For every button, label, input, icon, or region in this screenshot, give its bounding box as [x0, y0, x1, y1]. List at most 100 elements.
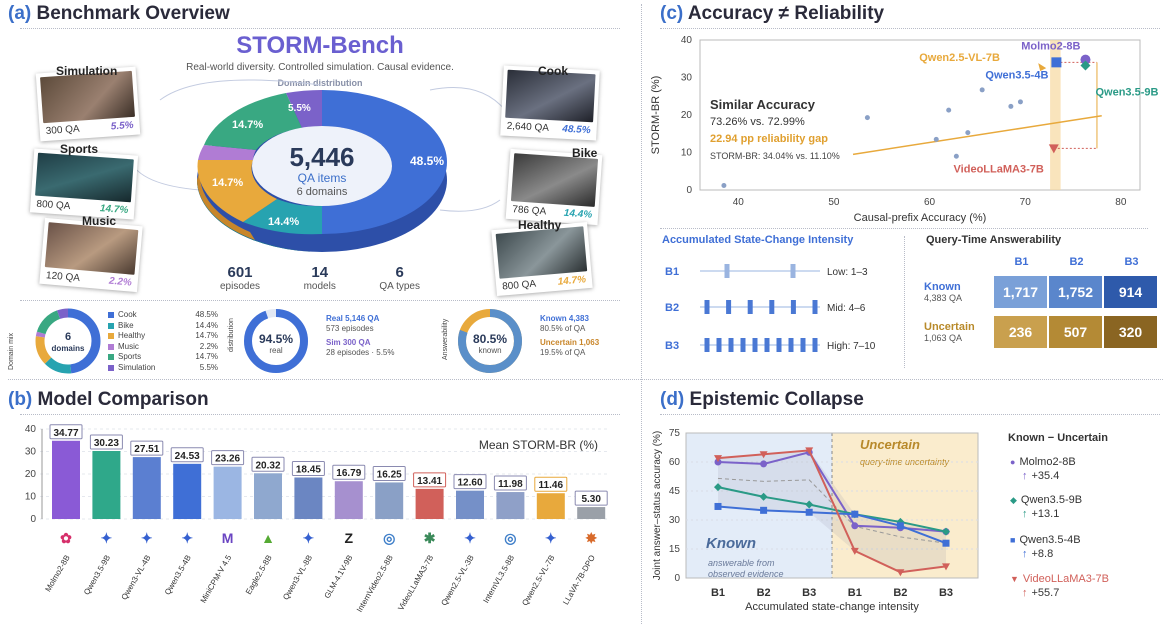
simulation-image — [40, 70, 136, 124]
legend-item: Simulation 5.5% — [108, 363, 218, 374]
change-tick — [704, 300, 710, 314]
legend-pct: 14.7% — [195, 352, 218, 361]
highlight-arrow — [1038, 63, 1047, 72]
category-label: Molmo2-8B — [43, 554, 71, 594]
donut-hole — [252, 126, 392, 206]
ans-row-label: Uncertain 1,063 QA — [924, 321, 994, 343]
panel-d-title-rule — [660, 414, 1160, 415]
model-logo-icon: ✦ — [464, 530, 476, 546]
answerability-legend: Known 4,383 80.5% of QA Uncertain 1,063 … — [540, 314, 599, 358]
value-label-box — [332, 464, 366, 480]
change-tick — [724, 264, 730, 278]
ans-cell: 914 — [1104, 276, 1157, 308]
value-label: 16.25 — [377, 469, 402, 480]
mini-side-domainmix: Domain mix — [8, 333, 15, 370]
legend-name: Simulation — [118, 362, 156, 372]
callout-vs: 73.26% vs. 72.99% — [710, 116, 805, 128]
legend-swatch — [108, 312, 114, 319]
stat-label: models — [303, 281, 336, 292]
mini-center2: real — [269, 346, 283, 355]
slice-sports — [204, 93, 302, 150]
series-marker — [714, 483, 722, 492]
model-logo-icon: ✦ — [101, 530, 113, 546]
highlight-label: Molmo2-8B — [1021, 41, 1080, 53]
bar-legend: Mean STORM-BR (%) — [479, 438, 598, 452]
card-pct: 48.5% — [562, 123, 591, 136]
model-logo-icon: ▲ — [261, 530, 275, 546]
bar — [577, 507, 606, 519]
ans-col-header: B1 — [1014, 256, 1029, 268]
bench-tagline: Real-world diversity. Controlled simulat… — [186, 62, 454, 73]
legend-item: Bike 14.4% — [108, 321, 218, 332]
x-tick-label: 40 — [733, 197, 745, 208]
series-marker — [942, 539, 950, 547]
bar — [132, 457, 161, 519]
series-line — [717, 505, 947, 545]
model-logo-icon: ✱ — [424, 530, 436, 546]
card-title-sports: Sports — [60, 142, 99, 156]
panel-c-title-text: Accuracy ≠ Reliability — [687, 3, 885, 24]
diff-model: ▼ VideoLLaMA3-7B — [1010, 573, 1160, 585]
intensity-row-label: B2 — [665, 302, 679, 314]
change-tick — [740, 338, 746, 352]
category-label: InternVL3.5-8B — [481, 554, 516, 605]
card-qa: 800 QA — [36, 198, 71, 213]
legend-swatch — [108, 343, 114, 350]
callout-sub: STORM-BR: 34.04% vs. 11.10% — [710, 151, 840, 161]
uncertain-region — [832, 433, 978, 578]
uncertain-region-label: Uncertain — [860, 437, 920, 452]
value-label-box — [574, 490, 608, 506]
y-tick-label: 0 — [30, 514, 36, 525]
series-marker — [851, 522, 859, 530]
y-tick-label: 10 — [25, 492, 37, 503]
stat-episodes: 601 episodes — [220, 264, 260, 292]
intensity-level-label: Mid: 4–6 — [827, 303, 866, 314]
bike-image — [510, 153, 599, 207]
mini-center1: 94.5% — [259, 332, 293, 346]
highlight-point — [1051, 57, 1062, 68]
legend-swatch — [108, 322, 114, 329]
mini-seg-sim — [35, 308, 101, 374]
intensity-row-label: B1 — [665, 266, 679, 278]
card-pct: 14.4% — [563, 207, 593, 221]
value-label: 11.98 — [498, 479, 523, 490]
diff-value: +8.8 — [1031, 548, 1054, 560]
card-qa: 786 QA — [511, 203, 547, 218]
scatter-point — [933, 136, 939, 142]
legend-item: Music 2.2% — [108, 342, 218, 353]
diff-marker-icon: ■ — [1010, 535, 1016, 545]
panel-b-title-rule — [20, 414, 620, 415]
legend-pct: 14.7% — [195, 331, 218, 340]
highlight-label: Qwen2.5-VL-7B — [919, 52, 1000, 64]
model-logo — [259, 529, 277, 547]
answerability-table: B1 B2 B3 Known 4,383 QA 1,717 1,752 914 Uncertai… — [924, 254, 1164, 348]
y-tick-label: 0 — [686, 185, 692, 196]
change-tick — [790, 300, 796, 314]
bar — [254, 473, 282, 519]
card-qa: 2,640 QA — [506, 120, 550, 134]
ans-col-header: B2 — [1069, 256, 1084, 268]
legend-item: Sports 14.7% — [108, 352, 218, 363]
photo-card-healthy: 800 QA 14.7% — [491, 221, 593, 297]
pie-label-cook: 48.5% — [410, 154, 444, 168]
pie-label-sim: 5.5% — [288, 103, 311, 114]
x-axis-label: Accumulated state-change intensity — [745, 601, 919, 613]
panel-a-letter: (a) — [8, 3, 32, 24]
intensity-diagram: B1 Low: 1–3 B2 Mid: 4–6 B3 High: 7–10 — [665, 264, 876, 352]
y-tick-label: 30 — [25, 447, 37, 458]
change-tick — [776, 338, 782, 352]
series-marker — [805, 447, 814, 455]
sim-sub: 28 episodes · 5.5% — [326, 348, 395, 357]
scatter-point — [864, 115, 870, 121]
change-tick — [788, 338, 794, 352]
connector-arc — [159, 79, 321, 101]
known-title: Known 4,383 — [540, 314, 589, 323]
ans-row-name: Known — [924, 281, 961, 293]
series-line — [717, 449, 947, 574]
card-pct: 2.2% — [108, 275, 133, 289]
real-sub: 573 episodes — [326, 324, 374, 333]
change-tick — [812, 300, 818, 314]
panel-c-mid-rule — [660, 228, 1148, 229]
diff-item: ● Molmo2-8B ↑ +35.4 — [1010, 456, 1160, 482]
diff-item: ◆ Qwen3.5-9B ↑ +13.1 — [1010, 494, 1160, 520]
